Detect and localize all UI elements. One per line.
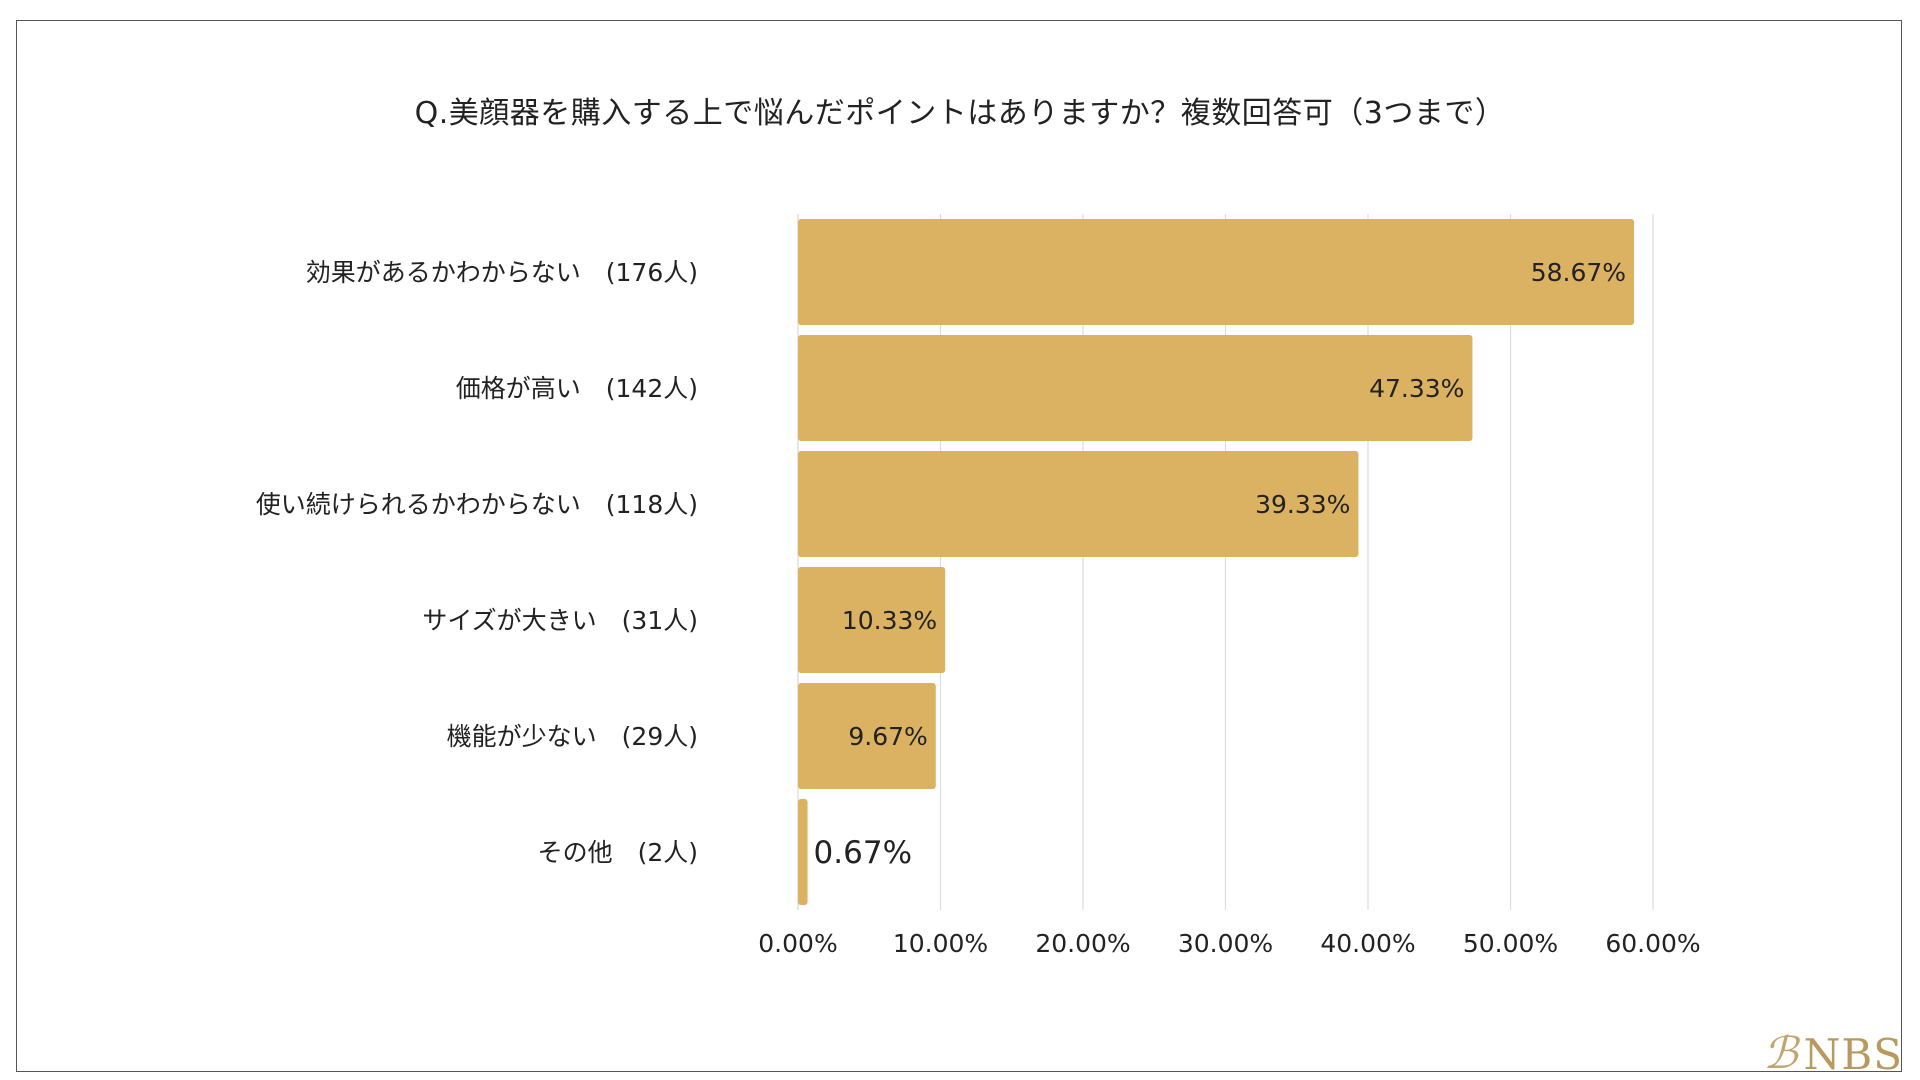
bar: [798, 567, 946, 673]
data-labels: 58.67% 47.33% 39.33% 10.33% 9.67% 0.67%: [814, 258, 1627, 871]
category-labels: 効果があるかわからない (176人) 価格が高い (142人) 使い続けられるかわか…: [256, 258, 698, 867]
bar: [798, 683, 936, 789]
bar: [798, 799, 808, 905]
category-label: 機能が少ない (29人): [447, 722, 698, 751]
x-tick-label: 50.00%: [1463, 929, 1558, 958]
bars: [798, 219, 1635, 905]
data-label: 10.33%: [842, 606, 937, 635]
x-tick-label: 10.00%: [893, 929, 988, 958]
x-tick-label: 20.00%: [1035, 929, 1130, 958]
chart-title: Q.美顔器を購入する上で悩んだポイントはありますか？複数回答可（3つまで）: [414, 96, 1506, 131]
bar: [798, 219, 1635, 325]
data-label: 47.33%: [1369, 374, 1464, 403]
nbs-logo: ℬ NBS: [1763, 1032, 1903, 1076]
logo-text: NBS: [1803, 1030, 1903, 1079]
category-label: 価格が高い (142人): [456, 374, 698, 403]
x-axis-ticks: 0.00% 10.00% 20.00% 30.00% 40.00% 50.00% 60.00…: [758, 929, 1700, 958]
x-tick-label: 60.00%: [1605, 929, 1700, 958]
logo-mark-icon: ℬ: [1763, 1028, 1798, 1079]
category-label: サイズが大きい (31人): [422, 606, 698, 635]
grid-lines: [797, 214, 1654, 910]
category-label: 効果があるかわからない (176人): [306, 258, 698, 287]
bar: [798, 451, 1359, 557]
category-label: その他 (2人): [538, 838, 698, 867]
bar: [798, 335, 1473, 441]
x-tick-label: 40.00%: [1320, 929, 1415, 958]
x-tick-label: 0.00%: [758, 929, 837, 958]
data-label: 39.33%: [1255, 490, 1350, 519]
category-label: 使い続けられるかわからない (118人): [256, 490, 698, 519]
x-tick-label: 30.00%: [1178, 929, 1273, 958]
data-label: 9.67%: [848, 722, 927, 751]
data-label: 0.67%: [814, 835, 912, 871]
data-label: 58.67%: [1531, 258, 1626, 287]
